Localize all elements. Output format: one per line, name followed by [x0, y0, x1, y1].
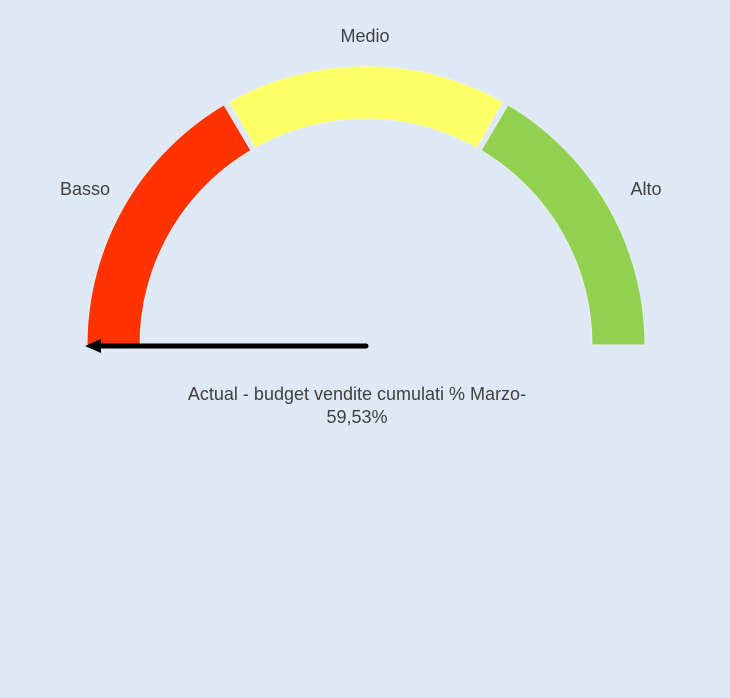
gauge-needle-arrowhead [85, 339, 101, 353]
band-label-alto: Alto [630, 179, 661, 199]
gauge-band-medio [228, 65, 504, 149]
gauge-band-alto [480, 104, 646, 346]
gauge-needle [85, 339, 369, 353]
band-label-medio: Medio [340, 26, 389, 46]
gauge-caption-line2: 59,53% [326, 407, 387, 427]
gauge-caption-line1: Actual - budget vendite cumulati % Marzo… [188, 384, 526, 404]
gauge-bands [86, 65, 646, 346]
band-label-basso: Basso [60, 179, 110, 199]
gauge-band-basso [86, 104, 252, 346]
